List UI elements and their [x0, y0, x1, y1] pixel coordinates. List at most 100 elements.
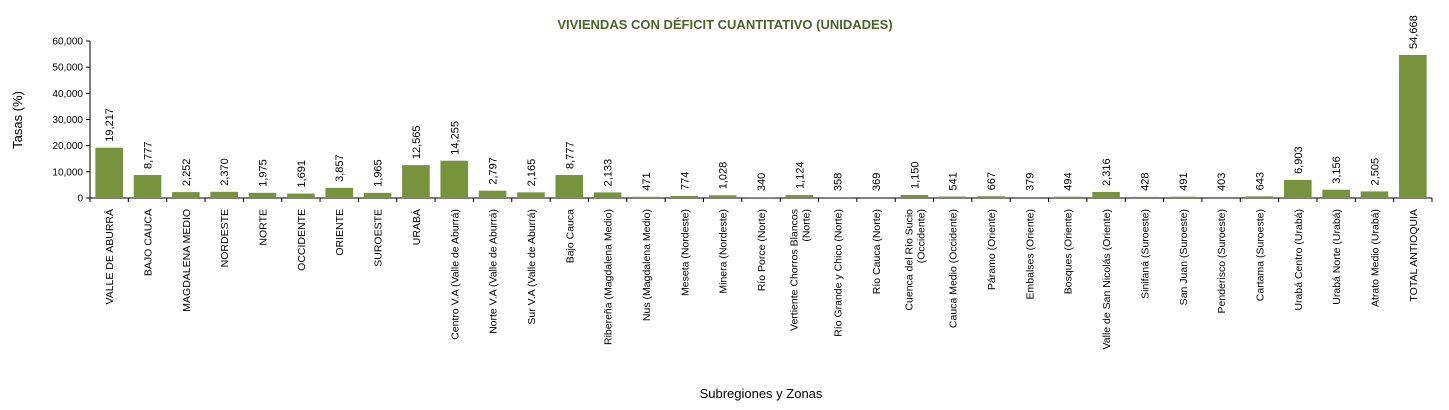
category-label-line: Minera (Nordeste): [718, 209, 730, 294]
bar-value-label: 2,252: [181, 159, 193, 187]
category-label: Meseta (Nordeste): [679, 209, 691, 296]
bar: [210, 191, 239, 198]
bar-value-label: 494: [1063, 172, 1075, 190]
category-label: URABÁ: [410, 209, 423, 245]
category-label: Penderisco (Suroeste): [1216, 209, 1228, 313]
bar-value-label: 403: [1216, 173, 1228, 191]
bar: [133, 175, 162, 198]
category-label-line: Bosques (Oriente): [1063, 209, 1075, 294]
bar-value-label: 1,150: [909, 161, 921, 189]
category-label-line: Vertiente Chorros Blancos: [788, 209, 800, 331]
category-label-line: Río Grande y Chico (Norte): [833, 209, 845, 337]
category-label-line: Nus (Magdalena Medio): [641, 209, 653, 321]
category-label-line: Urabá Norte (Urabá): [1331, 209, 1343, 305]
bar-value-label: 14,255: [449, 121, 461, 155]
category-label-line: TOTAL ANTIOQUIA: [1408, 209, 1420, 302]
bar: [95, 147, 123, 198]
category-label-line: OCCIDENTE: [296, 209, 308, 271]
bar: [1207, 196, 1235, 198]
category-label-line: Valle de San Nicolás (Oriente): [1101, 209, 1113, 349]
category-label: NORDESTE: [219, 209, 231, 267]
category-label-line: (Occidente): [915, 209, 927, 263]
bar: [862, 197, 890, 198]
category-label-line: VALLE DE ABURRÁ: [103, 209, 116, 305]
bar: [747, 197, 775, 198]
category-label: Bajo Cauca: [564, 209, 576, 263]
y-tick-label: 20,000: [52, 141, 83, 152]
bar-value-label: 369: [871, 173, 883, 191]
bar: [402, 165, 430, 198]
bar-value-label: 8,777: [143, 142, 155, 170]
bar-value-label: 1,975: [258, 159, 270, 187]
category-label: NORTE: [258, 209, 270, 246]
bar-value-label: 491: [1178, 172, 1190, 190]
category-label: Ribereña (Magdalena Medio): [603, 209, 615, 345]
bar: [977, 196, 1005, 198]
bar: [1130, 196, 1159, 198]
y-tick-label: 60,000: [52, 37, 83, 48]
category-label-line: Centro V.A (Valle de Aburrá): [449, 209, 461, 340]
bar-value-label: 428: [1139, 173, 1151, 191]
category-label: OCCIDENTE: [296, 209, 308, 271]
bars: [95, 54, 1427, 198]
bar: [632, 196, 660, 198]
bar-value-label: 471: [641, 172, 653, 190]
y-tick-label: 30,000: [52, 115, 83, 126]
category-label-line: Meseta (Nordeste): [679, 209, 691, 296]
bar: [593, 192, 622, 198]
y-tick-label: 0: [77, 194, 83, 205]
bar-value-label: 379: [1024, 173, 1036, 191]
bar: [900, 194, 929, 198]
category-label-line: Sur V.A (Valle de Aburrá): [526, 209, 538, 325]
bar: [938, 196, 967, 198]
category-label-line: Río Cauca (Norte): [871, 209, 883, 294]
bar-value-label: 6,903: [1293, 146, 1305, 174]
bar: [1053, 196, 1082, 198]
category-label-line: Sinifaná (Suroeste): [1139, 209, 1151, 299]
x-axis-title: Subregiones y Zonas: [700, 386, 823, 401]
category-label-line: Cartama (Suroeste): [1254, 209, 1266, 301]
y-axis-title: Tasas (%): [10, 91, 25, 149]
category-label: Sur V.A (Valle de Aburrá): [526, 209, 538, 325]
category-label-line: Cuenca del Río Sucio: [903, 209, 915, 311]
bar: [1245, 196, 1274, 198]
bar-value-label: 2,133: [603, 159, 615, 187]
bar-value-label: 643: [1254, 172, 1266, 190]
category-label: Bosques (Oriente): [1063, 209, 1075, 294]
bar: [440, 160, 469, 198]
category-label-line: Embalses (Oriente): [1024, 209, 1036, 299]
category-label: Cauca Medio (Occidente): [948, 209, 960, 328]
value-labels: 19,217 8,777 2,252 2,370 1,975 1,691 3,857 1,96…: [104, 15, 1420, 191]
category-label: Minera (Nordeste): [718, 209, 730, 294]
bar-value-label: 3,156: [1331, 156, 1343, 184]
category-label: Cuenca del Río Sucio(Occidente): [903, 209, 927, 311]
bar: [1092, 191, 1120, 198]
category-label: Norte V.A (Valle de Aburrá): [488, 209, 500, 334]
category-label-line: MAGDALENA MEDIO: [181, 209, 193, 312]
category-label: Valle de San Nicolás (Oriente): [1101, 209, 1113, 349]
bar-value-label: 667: [986, 172, 998, 190]
bar-value-label: 2,505: [1369, 158, 1381, 186]
category-label: Río Grande y Chico (Norte): [833, 209, 845, 337]
category-label-line: SUROESTE: [373, 209, 385, 267]
category-label: Cartama (Suroeste): [1254, 209, 1266, 301]
category-label-line: San Juan (Suroeste): [1178, 209, 1190, 305]
category-label-line: URABÁ: [410, 209, 423, 245]
y-tick-label: 10,000: [52, 167, 83, 178]
category-label: Nus (Magdalena Medio): [641, 209, 653, 321]
category-label-line: Atrato Medio (Urabá): [1369, 209, 1381, 307]
bar: [248, 192, 277, 198]
category-label-line: Cauca Medio (Occidente): [948, 209, 960, 328]
bar-value-label: 12,565: [411, 125, 423, 159]
bar: [325, 187, 354, 198]
category-label: Atrato Medio (Urabá): [1369, 209, 1381, 307]
category-label-line: NORDESTE: [219, 209, 231, 267]
category-label-line: Urabá Centro (Urabá): [1293, 209, 1305, 311]
category-label: San Juan (Suroeste): [1178, 209, 1190, 305]
bar-value-label: 2,316: [1101, 158, 1113, 186]
category-label: Páramo (Oriente): [986, 209, 998, 290]
category-label: Urabá Centro (Urabá): [1293, 209, 1305, 311]
bar: [1168, 196, 1197, 198]
bar-value-label: 1,028: [718, 162, 730, 190]
